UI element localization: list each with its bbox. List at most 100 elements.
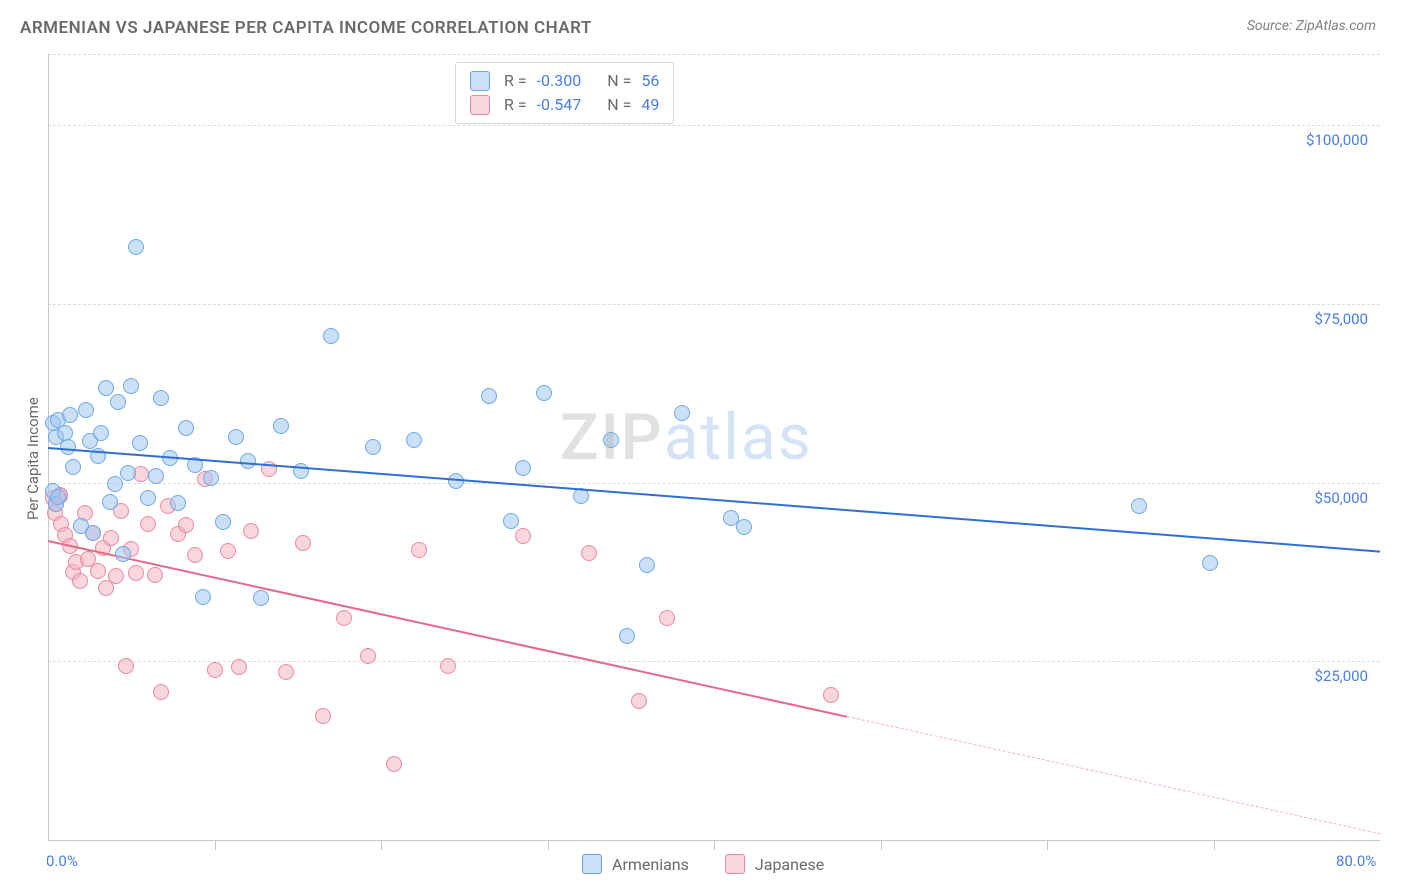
data-point-japanese xyxy=(140,516,156,532)
data-point-japanese xyxy=(411,542,427,558)
gridline xyxy=(48,54,1380,55)
series-legend-label: Japanese xyxy=(755,855,824,874)
data-point-armenians xyxy=(178,420,194,436)
data-point-armenians xyxy=(536,385,552,401)
data-point-armenians xyxy=(639,557,655,573)
data-point-armenians xyxy=(98,380,114,396)
legend-row-japanese: R = -0.547 N = 49 xyxy=(470,93,659,117)
data-point-armenians xyxy=(57,425,73,441)
data-point-japanese xyxy=(147,567,163,583)
data-point-armenians xyxy=(93,425,109,441)
data-point-armenians xyxy=(62,407,78,423)
data-point-armenians xyxy=(170,495,186,511)
data-point-armenians xyxy=(140,490,156,506)
data-point-armenians xyxy=(603,432,619,448)
data-point-armenians xyxy=(215,514,231,530)
gridline xyxy=(48,483,1380,484)
data-point-armenians xyxy=(107,476,123,492)
gridline xyxy=(48,304,1380,305)
legend-r-value: -0.547 xyxy=(537,93,582,117)
y-tick-label: $100,000 xyxy=(1306,131,1368,149)
data-point-japanese xyxy=(295,535,311,551)
data-point-japanese xyxy=(659,610,675,626)
legend-n-value: 49 xyxy=(641,93,659,117)
data-point-japanese xyxy=(178,517,194,533)
data-point-japanese xyxy=(187,547,203,563)
legend-n-value: 56 xyxy=(641,69,659,93)
legend-r-label: R = xyxy=(504,93,527,117)
x-tick xyxy=(215,840,216,850)
data-point-armenians xyxy=(406,432,422,448)
x-tick xyxy=(1214,840,1215,850)
data-point-armenians xyxy=(1202,555,1218,571)
data-point-armenians xyxy=(228,429,244,445)
legend-swatch-japanese xyxy=(725,854,745,874)
gridline xyxy=(48,125,1380,126)
source-credit: Source: ZipAtlas.com xyxy=(1247,18,1376,34)
data-point-armenians xyxy=(65,459,81,475)
series-legend-label: Armenians xyxy=(612,855,689,874)
data-point-japanese xyxy=(515,528,531,544)
data-point-armenians xyxy=(273,418,289,434)
x-tick xyxy=(548,840,549,850)
data-point-japanese xyxy=(440,658,456,674)
data-point-japanese xyxy=(360,648,376,664)
legend-n-label: N = xyxy=(607,69,631,93)
legend-swatch-armenians xyxy=(470,71,490,91)
data-point-armenians xyxy=(115,546,131,562)
data-point-armenians xyxy=(153,390,169,406)
data-point-armenians xyxy=(619,628,635,644)
legend-row-armenians: R = -0.300 N = 56 xyxy=(470,69,659,93)
data-point-japanese xyxy=(823,687,839,703)
legend-swatch-japanese xyxy=(470,95,490,115)
data-point-armenians xyxy=(365,439,381,455)
legend-r-value: -0.300 xyxy=(537,69,582,93)
data-point-japanese xyxy=(386,756,402,772)
data-point-armenians xyxy=(120,465,136,481)
data-point-japanese xyxy=(118,658,134,674)
data-point-armenians xyxy=(203,470,219,486)
y-tick-label: $75,000 xyxy=(1314,310,1368,328)
data-point-japanese xyxy=(153,684,169,700)
data-point-japanese xyxy=(278,664,294,680)
data-point-japanese xyxy=(90,563,106,579)
data-point-armenians xyxy=(110,394,126,410)
x-tick-label: 0.0% xyxy=(46,852,78,870)
x-tick xyxy=(381,840,382,850)
trend-line-japanese-extrap xyxy=(847,716,1380,834)
data-point-armenians xyxy=(132,435,148,451)
data-point-armenians xyxy=(50,489,66,505)
series-legend-item-japanese: Japanese xyxy=(725,854,824,874)
data-point-japanese xyxy=(336,610,352,626)
data-point-armenians xyxy=(195,589,211,605)
data-point-armenians xyxy=(128,239,144,255)
data-point-armenians xyxy=(515,460,531,476)
x-tick xyxy=(881,840,882,850)
data-point-japanese xyxy=(103,530,119,546)
legend-swatch-armenians xyxy=(582,854,602,874)
data-point-armenians xyxy=(503,513,519,529)
chart-container: ARMENIAN VS JAPANESE PER CAPITA INCOME C… xyxy=(0,0,1406,892)
correlation-legend: R = -0.300 N = 56 R = -0.547 N = 49 xyxy=(455,62,674,124)
x-tick xyxy=(1047,840,1048,850)
data-point-armenians xyxy=(448,473,464,489)
data-point-armenians xyxy=(78,402,94,418)
data-point-japanese xyxy=(220,543,236,559)
y-tick-label: $25,000 xyxy=(1314,667,1368,685)
data-point-japanese xyxy=(581,545,597,561)
data-point-japanese xyxy=(631,693,647,709)
x-tick xyxy=(714,840,715,850)
data-point-japanese xyxy=(231,659,247,675)
data-point-armenians xyxy=(253,590,269,606)
y-axis-label: Per Capita Income xyxy=(24,397,42,520)
data-point-japanese xyxy=(243,523,259,539)
data-point-japanese xyxy=(72,573,88,589)
data-point-armenians xyxy=(148,468,164,484)
data-point-armenians xyxy=(481,388,497,404)
data-point-armenians xyxy=(102,494,118,510)
legend-n-label: N = xyxy=(607,93,631,117)
data-point-armenians xyxy=(1131,498,1147,514)
legend-r-label: R = xyxy=(504,69,527,93)
data-point-armenians xyxy=(736,519,752,535)
data-point-armenians xyxy=(85,525,101,541)
